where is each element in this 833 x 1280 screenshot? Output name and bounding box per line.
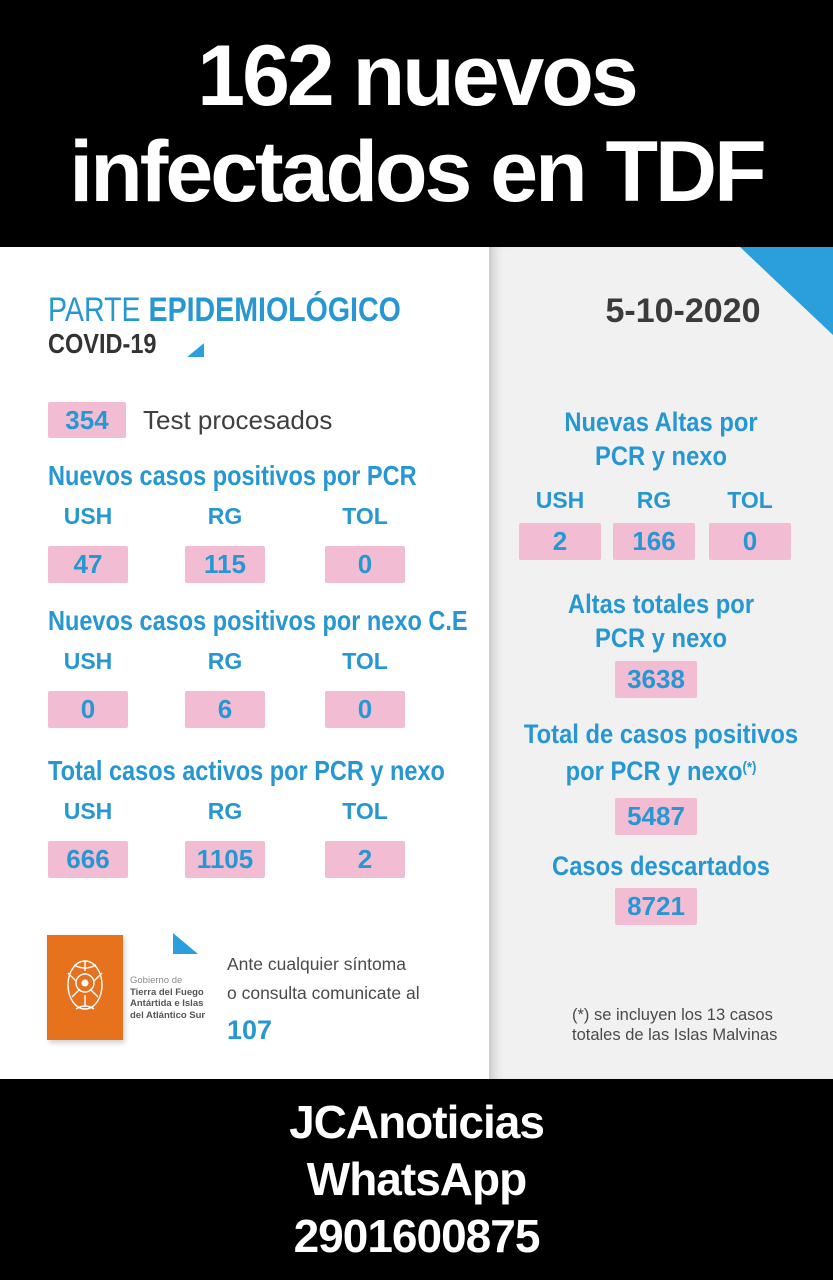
small-triangle-icon xyxy=(187,343,205,357)
top-headline-banner: 162 nuevos infectados en TDF xyxy=(0,0,833,247)
column-label-tol: TOL xyxy=(342,648,388,674)
notice-line2: o consulta comunicate al xyxy=(227,983,420,1003)
value-badge-ush: 0 xyxy=(48,691,128,728)
heading-total-casos-line2: por PCR y nexo(*) xyxy=(510,751,813,788)
bottom-credit-banner: JCAnoticias WhatsApp 2901600875 xyxy=(0,1079,833,1280)
column-label-rg: RG xyxy=(636,487,672,513)
column-label-rg: RG xyxy=(207,503,243,529)
credit-phone: 2901600875 xyxy=(293,1210,541,1262)
section-pcr-values: 47 115 0 xyxy=(48,546,405,583)
gov-line4: del Atlántico Sur xyxy=(130,1009,206,1021)
heading-total-casos-line2-text: por PCR y nexo xyxy=(565,756,743,786)
heading-altas-totales-line1: Altas totales por xyxy=(567,589,755,619)
nuevas-altas-column-labels: USH RG TOL xyxy=(519,487,791,514)
phone-number: 107 xyxy=(227,1015,273,1045)
report-title-regular: PARTE xyxy=(48,291,141,329)
report-title-bold: EPIDEMIOLÓGICO xyxy=(148,291,401,329)
symptom-notice: Ante cualquier síntoma o consulta comuni… xyxy=(227,950,420,1008)
heading-nuevas-altas-line2: PCR y nexo xyxy=(594,441,728,471)
section-pcr-column-labels: USH RG TOL xyxy=(48,503,405,530)
credit-whatsapp-label: WhatsApp xyxy=(306,1153,527,1205)
column-label-tol: TOL xyxy=(342,503,388,529)
notice-line1: Ante cualquier síntoma xyxy=(227,954,406,974)
section-nexo-values: 0 6 0 xyxy=(48,691,405,728)
heading-nuevas-altas: Nuevas Altas por PCR y nexo xyxy=(489,405,833,473)
tests-processed-row: 354 Test procesados xyxy=(48,402,332,438)
heading-casos-descartados-text: Casos descartados xyxy=(552,851,770,881)
value-badge-ush: 2 xyxy=(519,523,601,560)
value-badge-ush: 47 xyxy=(48,546,128,583)
column-label-ush: USH xyxy=(63,648,113,674)
section-nexo-column-labels: USH RG TOL xyxy=(48,648,405,675)
heading-casos-descartados: Casos descartados xyxy=(489,849,833,883)
heading-total-casos-line1: Total de casos positivos xyxy=(523,719,799,749)
column-label-ush: USH xyxy=(63,503,113,529)
government-footer: Gobierno de Tierra del Fuego Antártida e… xyxy=(47,933,447,1079)
gov-line3: Antártida e Islas xyxy=(130,998,204,1009)
asterisk-marker: (*) xyxy=(742,759,757,776)
report-title: PARTE EPIDEMIOLÓGICO xyxy=(48,291,401,330)
report-date: 5-10-2020 xyxy=(605,292,761,330)
right-report-panel: 5-10-2020 Nuevas Altas por PCR y nexo US… xyxy=(489,247,833,1079)
heading-nuevas-altas-line1: Nuevas Altas por xyxy=(564,407,758,437)
covid-label: COVID-19 xyxy=(48,328,157,359)
headline-line1: 162 nuevos xyxy=(197,27,638,124)
heading-altas-totales-line2: PCR y nexo xyxy=(594,623,728,653)
coat-of-arms-icon xyxy=(67,959,103,1010)
section-activos-values: 666 1105 2 xyxy=(48,841,405,878)
column-label-tol: TOL xyxy=(342,798,388,824)
malvinas-footnote: (*) se incluyen los 13 casos totales de … xyxy=(572,1005,777,1045)
value-badge-ush: 666 xyxy=(48,841,128,878)
nuevas-altas-values: 2 166 0 xyxy=(519,523,791,560)
footnote-line2: totales de las Islas Malvinas xyxy=(572,1026,778,1044)
heading-altas-totales: Altas totales por PCR y nexo xyxy=(489,587,833,655)
covid-subtitle: COVID-19 xyxy=(48,328,205,360)
value-badge-rg: 115 xyxy=(185,546,265,583)
credit-name: JCAnoticias xyxy=(289,1096,545,1148)
total-casos-value-badge: 5487 xyxy=(615,798,697,835)
value-badge-tol: 0 xyxy=(709,523,791,560)
tests-value-badge: 354 xyxy=(48,402,126,438)
column-label-rg: RG xyxy=(207,798,243,824)
heading-total-casos: Total de casos positivos por PCR y nexo(… xyxy=(489,717,833,788)
section-heading-activos: Total casos activos por PCR y nexo xyxy=(48,755,445,786)
tests-label: Test procesados xyxy=(143,404,333,435)
column-label-tol: TOL xyxy=(727,487,773,513)
value-badge-rg: 1105 xyxy=(185,841,265,878)
value-badge-tol: 0 xyxy=(325,691,405,728)
fold-triangle-icon xyxy=(173,933,198,954)
value-badge-rg: 166 xyxy=(613,523,695,560)
value-badge-tol: 0 xyxy=(325,546,405,583)
left-report-panel: PARTE EPIDEMIOLÓGICO COVID-19 354 Test p… xyxy=(0,247,489,1079)
casos-descartados-value-badge: 8721 xyxy=(615,888,697,925)
value-badge-tol: 2 xyxy=(325,841,405,878)
section-heading-nexo: Nuevos casos positivos por nexo C.E xyxy=(48,605,468,636)
government-name: Gobierno de Tierra del Fuego Antártida e… xyxy=(130,975,205,1021)
gov-line1: Gobierno de xyxy=(130,975,183,986)
altas-totales-value-badge: 3638 xyxy=(615,661,697,698)
section-heading-pcr: Nuevos casos positivos por PCR xyxy=(48,460,417,491)
column-label-ush: USH xyxy=(63,798,113,824)
headline-line2: infectados en TDF xyxy=(69,123,766,220)
value-badge-rg: 6 xyxy=(185,691,265,728)
column-label-rg: RG xyxy=(207,648,243,674)
government-logo xyxy=(47,935,123,1040)
section-activos-column-labels: USH RG TOL xyxy=(48,798,405,825)
footnote-line1: (*) se incluyen los 13 casos xyxy=(572,1006,773,1024)
column-label-ush: USH xyxy=(535,487,585,513)
gov-line2: Tierra del Fuego xyxy=(130,986,204,998)
